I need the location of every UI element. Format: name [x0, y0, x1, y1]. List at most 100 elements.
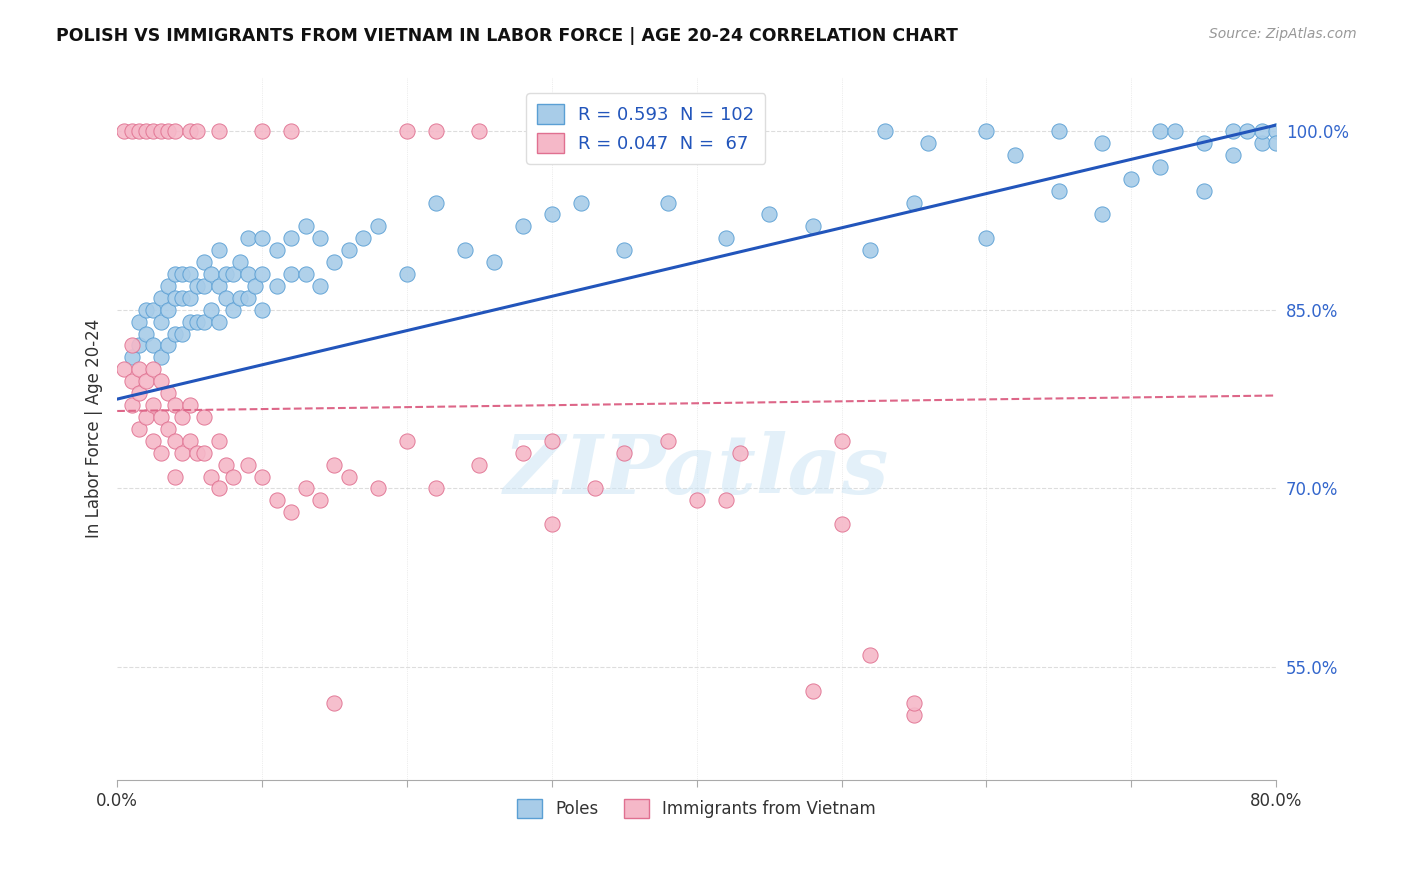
Point	[873, 124, 896, 138]
Point	[859, 648, 882, 663]
Point	[186, 279, 208, 293]
Point	[280, 124, 302, 138]
Point	[976, 124, 998, 138]
Point	[135, 302, 157, 317]
Point	[207, 315, 229, 329]
Point	[172, 326, 194, 341]
Point	[172, 291, 194, 305]
Point	[569, 195, 592, 210]
Point	[1004, 148, 1026, 162]
Point	[468, 458, 491, 472]
Legend: Poles, Immigrants from Vietnam: Poles, Immigrants from Vietnam	[510, 793, 883, 825]
Point	[121, 398, 143, 412]
Point	[207, 243, 229, 257]
Point	[903, 707, 925, 722]
Text: POLISH VS IMMIGRANTS FROM VIETNAM IN LABOR FORCE | AGE 20-24 CORRELATION CHART: POLISH VS IMMIGRANTS FROM VIETNAM IN LAB…	[56, 27, 957, 45]
Point	[121, 124, 143, 138]
Point	[1250, 124, 1272, 138]
Point	[1149, 124, 1171, 138]
Text: ZIPatlas: ZIPatlas	[503, 431, 890, 511]
Point	[353, 231, 375, 245]
Point	[917, 136, 939, 150]
Point	[149, 374, 172, 388]
Point	[193, 315, 215, 329]
Point	[1192, 136, 1215, 150]
Point	[1250, 136, 1272, 150]
Point	[685, 493, 707, 508]
Point	[179, 124, 201, 138]
Point	[266, 243, 288, 257]
Point	[186, 124, 208, 138]
Point	[903, 195, 925, 210]
Point	[903, 696, 925, 710]
Point	[309, 279, 332, 293]
Point	[128, 362, 150, 376]
Point	[454, 243, 477, 257]
Point	[179, 434, 201, 448]
Point	[207, 434, 229, 448]
Point	[512, 446, 534, 460]
Point	[1047, 124, 1070, 138]
Point	[468, 124, 491, 138]
Point	[395, 434, 418, 448]
Point	[186, 446, 208, 460]
Point	[135, 326, 157, 341]
Point	[250, 469, 273, 483]
Point	[128, 124, 150, 138]
Point	[165, 434, 187, 448]
Point	[236, 231, 259, 245]
Point	[215, 458, 238, 472]
Point	[280, 231, 302, 245]
Point	[482, 255, 505, 269]
Point	[337, 469, 360, 483]
Point	[294, 267, 316, 281]
Point	[121, 351, 143, 365]
Point	[1149, 160, 1171, 174]
Point	[193, 255, 215, 269]
Point	[200, 302, 222, 317]
Point	[243, 279, 266, 293]
Point	[135, 374, 157, 388]
Point	[156, 338, 179, 352]
Point	[128, 315, 150, 329]
Point	[149, 315, 172, 329]
Point	[583, 482, 606, 496]
Point	[250, 267, 273, 281]
Point	[229, 255, 252, 269]
Point	[135, 409, 157, 424]
Point	[114, 362, 136, 376]
Point	[1265, 124, 1288, 138]
Point	[142, 302, 165, 317]
Point	[165, 291, 187, 305]
Point	[1236, 124, 1258, 138]
Point	[193, 279, 215, 293]
Point	[142, 362, 165, 376]
Point	[728, 446, 751, 460]
Point	[395, 124, 418, 138]
Point	[1047, 184, 1070, 198]
Point	[425, 195, 447, 210]
Point	[309, 493, 332, 508]
Point	[280, 267, 302, 281]
Point	[294, 219, 316, 234]
Point	[236, 291, 259, 305]
Point	[266, 279, 288, 293]
Point	[149, 351, 172, 365]
Point	[831, 517, 853, 532]
Text: Source: ZipAtlas.com: Source: ZipAtlas.com	[1209, 27, 1357, 41]
Point	[207, 279, 229, 293]
Point	[156, 422, 179, 436]
Point	[367, 219, 389, 234]
Point	[179, 398, 201, 412]
Point	[128, 338, 150, 352]
Point	[1222, 148, 1244, 162]
Y-axis label: In Labor Force | Age 20-24: In Labor Force | Age 20-24	[86, 319, 103, 539]
Point	[142, 398, 165, 412]
Point	[1192, 184, 1215, 198]
Point	[215, 267, 238, 281]
Point	[156, 302, 179, 317]
Point	[1121, 171, 1143, 186]
Point	[540, 434, 562, 448]
Point	[156, 386, 179, 401]
Point	[149, 446, 172, 460]
